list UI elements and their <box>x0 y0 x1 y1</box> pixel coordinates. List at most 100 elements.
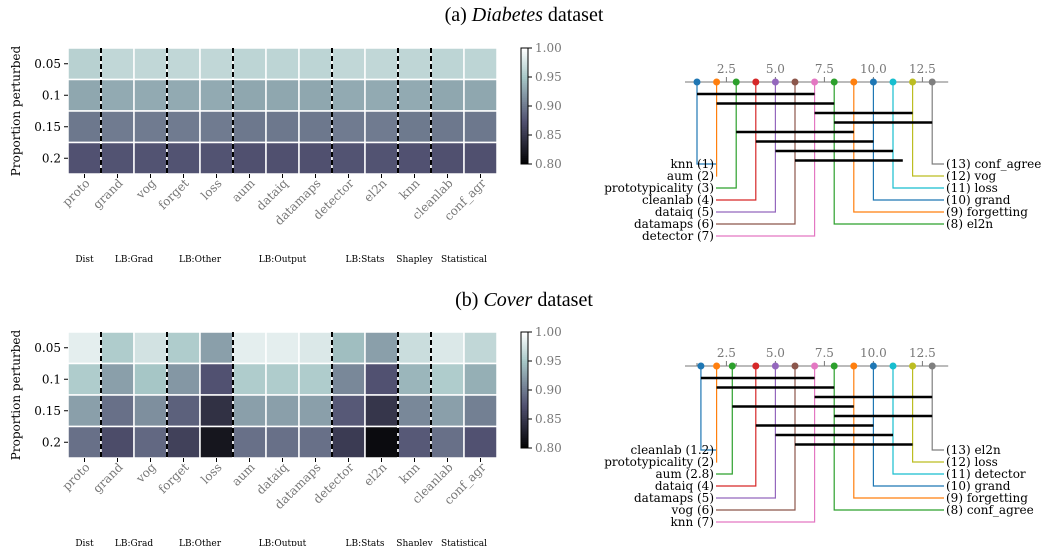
heatmap-cell <box>430 78 465 112</box>
heatmap-cell <box>331 362 366 396</box>
colorbar-segment <box>521 138 528 142</box>
colorbar-segment <box>521 388 528 391</box>
cd-method-line <box>716 366 757 487</box>
colorbar-tick-label: 0.95 <box>535 70 562 84</box>
heatmap-cell <box>463 331 498 365</box>
heatmap-cell <box>199 331 234 365</box>
heatmap-cell <box>133 47 168 81</box>
cd-method-label: (13) conf_agree <box>946 157 1041 171</box>
colorbar-segment <box>521 409 528 412</box>
colorbar-segment <box>521 100 528 103</box>
colorbar-segment <box>521 48 528 51</box>
cd-rank-marker <box>889 362 897 370</box>
colorbar-segment <box>521 366 528 370</box>
colorbar-segment <box>521 436 528 439</box>
colorbar-segment <box>521 442 528 445</box>
cd-method-line <box>833 366 944 511</box>
heatmap-cell <box>100 425 135 459</box>
colorbar-segment <box>521 384 528 387</box>
heatmap-cell <box>364 331 399 365</box>
cd-method-line <box>715 366 718 463</box>
heatmap-cell <box>397 141 432 175</box>
cd-method-line <box>696 82 716 165</box>
cd-method-label: (11) detector <box>946 467 1026 481</box>
colorbar-segment <box>521 355 528 358</box>
column-tick-label: el2n <box>361 176 390 205</box>
colorbar-tick-label: 0.85 <box>535 412 562 426</box>
colorbar-segment <box>521 403 528 406</box>
cd-rank-marker <box>889 78 897 86</box>
heatmap-cell <box>364 425 399 459</box>
cd-method-label: prototypicality (3) <box>604 181 714 195</box>
heatmap-cell <box>166 362 201 396</box>
colorbar-segment <box>521 444 528 447</box>
panel-a-title: (a) Diabetes dataset <box>444 4 604 26</box>
heatmap-cell <box>67 394 102 428</box>
colorbar-segment <box>521 150 528 153</box>
cd-rank-marker <box>830 362 838 370</box>
heatmap-cell <box>298 331 333 365</box>
group-label: LB:Grad <box>115 539 153 546</box>
cd-rank-marker <box>811 78 819 86</box>
colorbar-segment <box>521 142 528 146</box>
heatmap-cell <box>232 110 267 144</box>
colorbar-segment <box>521 374 528 377</box>
cd-method-label: aum (2) <box>667 169 714 183</box>
colorbar-segment <box>521 75 528 78</box>
colorbar-segment <box>521 341 528 345</box>
colorbar-segment <box>521 399 528 403</box>
colorbar-segment <box>521 386 528 389</box>
cd-method-line <box>853 82 944 213</box>
colorbar-segment <box>521 420 528 424</box>
colorbar-segment <box>521 432 528 435</box>
colorbar-segment <box>521 411 528 414</box>
cd-method-label: (10) grand <box>946 479 1011 493</box>
colorbar-segment <box>521 417 528 420</box>
cd-method-label: knn (7) <box>670 515 714 529</box>
column-tick-label: proto <box>60 176 93 209</box>
heatmap-cell <box>133 362 168 396</box>
cd-method-label: aum (2.8) <box>655 467 714 481</box>
cd-method-label: (10) grand <box>946 193 1011 207</box>
colorbar-segment <box>521 370 528 374</box>
colorbar-segment <box>521 102 528 105</box>
heatmap-cell <box>463 47 498 81</box>
row-tick-label: 0.2 <box>42 151 61 165</box>
heatmap-cell <box>133 141 168 175</box>
heatmap-cell <box>463 141 498 175</box>
colorbar-segment <box>521 391 528 395</box>
cd-tick-label: 2.5 <box>717 62 736 76</box>
heatmap-cell <box>166 425 201 459</box>
cd-method-label: knn (1) <box>670 157 714 171</box>
colorbar-segment <box>521 127 528 130</box>
colorbar-segment <box>521 131 528 134</box>
cd-rank-marker <box>811 362 819 370</box>
heatmap-cell <box>331 78 366 112</box>
cover-heatmap: 0.05 0.1 0.15 0.2 Proportion perturbed protog… <box>9 330 498 546</box>
heatmap-cell <box>298 47 333 81</box>
heatmap-cell <box>199 141 234 175</box>
heatmap-cell <box>67 362 102 396</box>
colorbar-segment <box>521 135 528 138</box>
cd-rank-marker <box>732 78 740 86</box>
colorbar-segment <box>521 382 528 385</box>
colorbar-segment <box>521 140 528 144</box>
heatmap-cell <box>232 362 267 396</box>
colorbar-segment <box>521 123 528 126</box>
heatmap-cell <box>463 110 498 144</box>
colorbar-segment <box>521 73 528 76</box>
heatmap-cell <box>133 110 168 144</box>
column-tick-label: aum <box>229 176 258 205</box>
heatmap-cell <box>364 78 399 112</box>
heatmap-cell <box>364 141 399 175</box>
group-label: Statistical <box>441 255 487 265</box>
heatmap-cell <box>232 394 267 428</box>
cd-method-line <box>716 82 796 225</box>
cd-rank-marker <box>909 362 917 370</box>
heatmap-cell <box>298 394 333 428</box>
colorbar-segment <box>521 430 528 434</box>
row-tick-label: 0.15 <box>34 120 61 134</box>
cd-method-line <box>911 366 944 463</box>
group-label: LB:Grad <box>115 255 153 265</box>
colorbar-segment <box>521 104 528 107</box>
